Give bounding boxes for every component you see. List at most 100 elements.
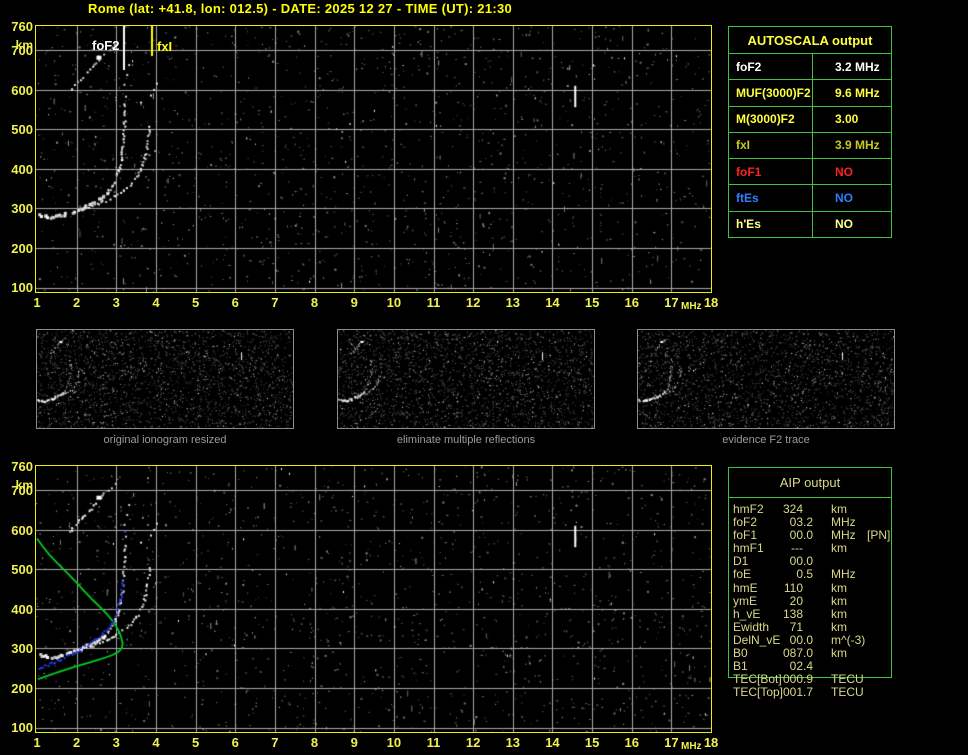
x-tick-label: 12: [465, 735, 481, 750]
y-tick-label: 300: [11, 201, 33, 217]
y-tick-label: 200: [11, 680, 33, 696]
x-tick-label: 13: [505, 735, 521, 750]
param-note: [867, 686, 928, 699]
param-note: [867, 621, 928, 634]
x-tick-label: 10: [386, 295, 402, 310]
param-label: TEC[Top]: [733, 685, 784, 700]
param-value: 087: [782, 646, 803, 661]
x-tick-label: 11: [426, 735, 441, 750]
table-row: hmE 110 km: [728, 580, 928, 595]
param-label: TEC[Bot]: [733, 672, 782, 687]
param-value: 00: [789, 632, 803, 647]
param-label: h'Es: [729, 211, 813, 237]
param-label: foF1: [733, 528, 758, 543]
param-note: [PN]: [867, 528, 891, 543]
param-label: foE: [733, 567, 752, 582]
y-tick-label: 500: [11, 562, 33, 578]
x-tick-label: 14: [545, 735, 560, 750]
x-tick-label: 5: [191, 735, 200, 750]
x-tick-label: 16: [624, 735, 639, 750]
x-tick-label: 6: [231, 295, 239, 310]
param-value: NO: [835, 191, 853, 206]
param-unit: km: [831, 502, 847, 516]
param-value: 000: [782, 672, 803, 687]
param-label: hmE: [733, 580, 758, 595]
x-tick-label: 3: [112, 295, 120, 310]
table-row: foE 0.5 MHz: [728, 568, 928, 581]
table-row: TEC[Top] 001.7 TECU: [728, 686, 928, 699]
x-tick-label: 2: [73, 295, 81, 310]
param-value: 3.00: [835, 112, 859, 127]
x-tick-label: 5: [191, 295, 200, 310]
param-unit: m^(-3): [831, 632, 866, 647]
y-tick-label: 760: [11, 459, 33, 475]
x-tick-label: 1: [33, 735, 41, 750]
table-row: fxI 3.9 MHz: [729, 131, 891, 159]
fof2-marker-label: foF2: [92, 38, 120, 53]
y-tick-label: 200: [11, 240, 33, 256]
param-note: [867, 634, 928, 647]
x-axis-unit: MHz: [681, 741, 702, 752]
panel-caption: evidence F2 trace: [722, 434, 810, 446]
param-unit: MHz: [831, 567, 856, 582]
param-unit: km: [831, 580, 847, 595]
x-tick-label: 2: [73, 735, 81, 750]
page-title: Rome (lat: +41.8, lon: 012.5) - DATE: 20…: [88, 1, 513, 16]
panel-canvas: [37, 330, 293, 428]
y-tick-label: 600: [11, 522, 33, 538]
x-tick-label: 18: [703, 735, 719, 750]
param-note: [867, 673, 928, 686]
table-row: h'Es NO: [729, 210, 891, 237]
x-tick-label: 9: [350, 295, 358, 310]
x-tick-label: 14: [545, 295, 560, 310]
param-label: h_vE: [733, 606, 761, 621]
y-tick-label: 700: [11, 483, 33, 499]
table-row: foF2 03.2 MHz: [728, 515, 928, 530]
param-value: 0: [796, 567, 803, 582]
x-tick-label: 17: [664, 295, 679, 310]
param-note: [867, 647, 928, 660]
param-unit: km: [831, 619, 847, 634]
table-row: hmF2 324 km: [728, 502, 928, 516]
param-label: B1: [733, 659, 748, 674]
table-row: hmF1 --- km: [728, 542, 928, 555]
param-value: 00: [789, 528, 803, 543]
x-tick-label: 13: [505, 295, 521, 310]
param-note: [867, 582, 928, 595]
aip-table-title: AIP output: [729, 468, 891, 498]
panel-caption: eliminate multiple reflections: [396, 434, 536, 446]
param-label: fxI: [729, 132, 813, 159]
table-row: ymE 20 km: [728, 594, 928, 608]
y-tick-label: 700: [11, 43, 33, 59]
panel-canvas: [338, 330, 594, 428]
param-value: NO: [835, 164, 853, 179]
param-unit: TECU: [831, 672, 864, 687]
x-tick-label: 16: [624, 295, 639, 310]
param-label: foF2: [729, 54, 813, 80]
param-note: [867, 542, 928, 555]
table-row: MUF(3000)F2 9.6 MHz: [729, 79, 891, 106]
y-tick-label: 600: [11, 82, 33, 98]
panel-original-ionogram: [36, 329, 294, 429]
x-tick-label: 4: [152, 295, 160, 310]
table-row: M(3000)F2 3.00: [729, 105, 891, 132]
table-row: D1 00.0: [728, 555, 928, 568]
param-value: 324: [782, 502, 803, 516]
param-note: [867, 568, 928, 581]
param-unit: km: [831, 646, 847, 661]
table-row: ftEs NO: [729, 184, 891, 211]
table-row: TEC[Bot] 000.9 TECU: [728, 673, 928, 686]
param-value: 001: [782, 685, 803, 700]
param-label: Ewidth: [733, 619, 770, 634]
param-value: 03: [789, 515, 803, 530]
y-tick-label: 400: [11, 161, 33, 177]
param-value: 9.6 MHz: [835, 85, 880, 100]
y-tick-label: 400: [11, 601, 33, 617]
y-tick-label: 100: [11, 280, 33, 296]
panel-evidence-f2-trace: [637, 329, 895, 429]
param-unit: TECU: [831, 685, 864, 700]
panel-caption: original ionogram resized: [103, 434, 227, 446]
param-unit: km: [831, 541, 847, 556]
param-unit: MHz: [831, 528, 856, 543]
